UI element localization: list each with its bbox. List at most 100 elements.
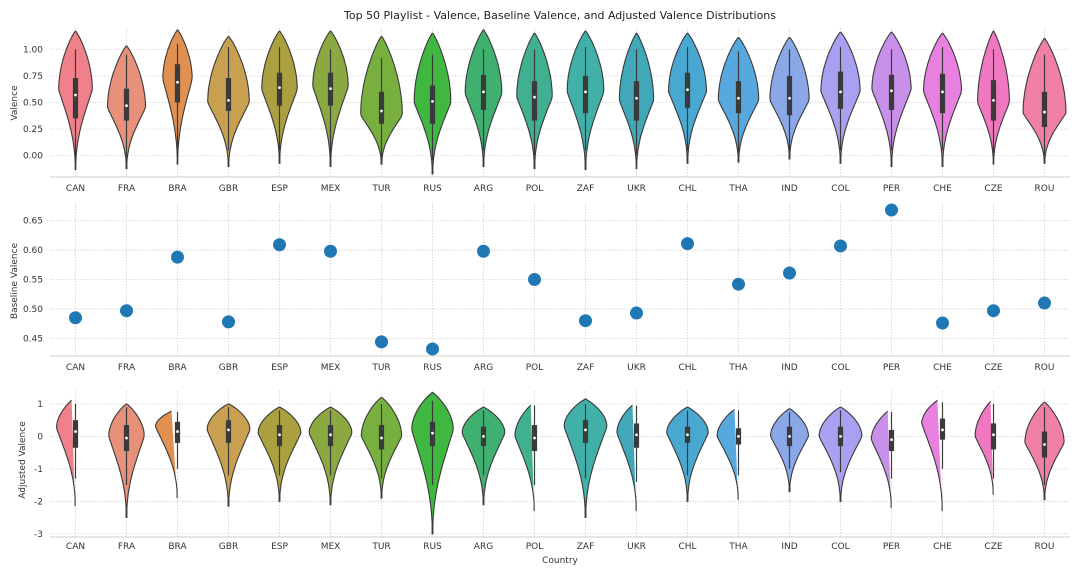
x-tick-label: CAN xyxy=(66,542,85,552)
point-ind xyxy=(783,266,796,280)
adjusted-valence-y-axis-label: Adjusted Valence xyxy=(18,421,28,499)
violin-median xyxy=(74,93,77,97)
violin-tha xyxy=(716,409,739,500)
violin-iqr-box xyxy=(225,420,232,443)
x-tick-label: RUS xyxy=(423,184,442,194)
x-tick-label: MEX xyxy=(321,363,341,373)
violin-median xyxy=(1043,443,1046,446)
violin-iqr-box xyxy=(531,81,538,121)
violin-median xyxy=(737,96,740,100)
x-tick-label: CHL xyxy=(678,363,696,373)
violin-median xyxy=(278,86,281,89)
x-tick-label: THA xyxy=(728,363,748,373)
point-col xyxy=(834,239,847,253)
point-rou xyxy=(1038,296,1051,310)
violin-ukr xyxy=(616,404,637,511)
x-tick-label: RUS xyxy=(423,542,442,552)
x-tick-label: FRA xyxy=(118,542,136,552)
point-gbr xyxy=(222,315,235,329)
violin-pol xyxy=(514,404,535,511)
violin-iqr-box xyxy=(72,420,79,448)
x-tick-label: ZAF xyxy=(577,184,595,194)
x-tick-label: CZE xyxy=(984,542,1002,552)
x-tick-label: CHE xyxy=(933,184,952,194)
x-tick-label: GBR xyxy=(219,363,238,373)
x-axis-label-country: Country xyxy=(542,556,578,566)
x-tick-label: THA xyxy=(728,184,748,194)
violin-median xyxy=(431,431,434,435)
violin-median xyxy=(839,90,842,94)
violin-median xyxy=(482,90,485,94)
violin-median xyxy=(227,98,230,102)
violin-median xyxy=(788,96,791,100)
point-tur xyxy=(375,335,388,349)
violin-median xyxy=(941,90,944,94)
violin-iqr-box xyxy=(939,73,946,114)
y-tick-label: 0.45 xyxy=(23,334,43,344)
y-tick-label: -2 xyxy=(34,497,43,507)
x-tick-label: CHL xyxy=(678,542,696,552)
violin-median xyxy=(992,98,995,102)
violin-che xyxy=(921,399,943,511)
x-tick-label: PER xyxy=(883,542,900,552)
point-ukr xyxy=(630,306,643,320)
x-tick-label: IND xyxy=(781,363,797,373)
x-tick-label: FRA xyxy=(118,363,136,373)
x-tick-label: TUR xyxy=(371,184,390,194)
violin-median xyxy=(686,433,689,437)
x-tick-label: BRA xyxy=(168,184,187,194)
x-tick-label: IND xyxy=(781,184,797,194)
x-tick-label: TUR xyxy=(371,542,390,552)
x-tick-label: RUS xyxy=(423,363,442,373)
y-tick-label: 1.00 xyxy=(23,45,43,55)
x-tick-label: ZAF xyxy=(577,363,595,373)
point-cze xyxy=(987,304,1000,318)
x-tick-label: BRA xyxy=(168,363,187,373)
point-esp xyxy=(273,238,286,252)
violin-median xyxy=(125,104,128,108)
violin-iqr-box xyxy=(837,71,844,109)
point-chl xyxy=(681,237,694,251)
x-tick-label: CAN xyxy=(66,184,85,194)
x-tick-label: UKR xyxy=(627,542,646,552)
x-tick-label: COL xyxy=(831,363,849,373)
violin-iqr-box xyxy=(786,75,793,116)
violin-iqr-box xyxy=(582,420,589,443)
y-tick-label: 0.25 xyxy=(23,125,43,135)
x-tick-label: BRA xyxy=(168,542,187,552)
violin-iqr-box xyxy=(378,91,385,124)
x-tick-label: CHE xyxy=(933,363,952,373)
y-tick-label: 0.75 xyxy=(23,72,43,82)
x-tick-label: MEX xyxy=(321,542,341,552)
y-tick-label: 0.50 xyxy=(23,99,43,109)
y-tick-label: 0.50 xyxy=(23,305,43,315)
violin-median xyxy=(890,89,893,93)
point-che xyxy=(936,316,949,330)
y-tick-label: 0.65 xyxy=(23,217,43,227)
x-tick-label: UKR xyxy=(627,184,646,194)
x-tick-label: MEX xyxy=(321,184,341,194)
violin-median xyxy=(635,433,638,437)
baseline-valence-y-axis-label: Baseline Valence xyxy=(10,242,20,319)
violin-iqr-box xyxy=(276,72,283,106)
x-tick-label: ARG xyxy=(474,542,493,552)
y-tick-label: -1 xyxy=(34,465,43,475)
violin-median xyxy=(737,435,740,438)
x-tick-label: CAN xyxy=(66,363,85,373)
violin-median xyxy=(584,428,587,432)
adjusted-valence-violin-panel: CAN FRA BRA GBR ESP MEX TUR RUS ARG POL ZAF UKR CHL T… xyxy=(34,391,1070,552)
violin-iqr-box xyxy=(1041,91,1048,127)
point-bra xyxy=(171,250,184,264)
violin-median xyxy=(74,430,77,433)
x-tick-label: UKR xyxy=(627,363,646,373)
violin-iqr-box xyxy=(429,85,436,124)
violin-median xyxy=(278,433,281,437)
y-tick-label: 0.55 xyxy=(23,276,43,286)
x-tick-label: POL xyxy=(526,184,544,194)
violin-iqr-box xyxy=(72,78,79,119)
violin-median xyxy=(176,430,179,433)
violin-median xyxy=(992,433,995,437)
x-tick-label: COL xyxy=(831,542,849,552)
x-tick-label: PER xyxy=(883,363,900,373)
violin-median xyxy=(686,88,689,92)
